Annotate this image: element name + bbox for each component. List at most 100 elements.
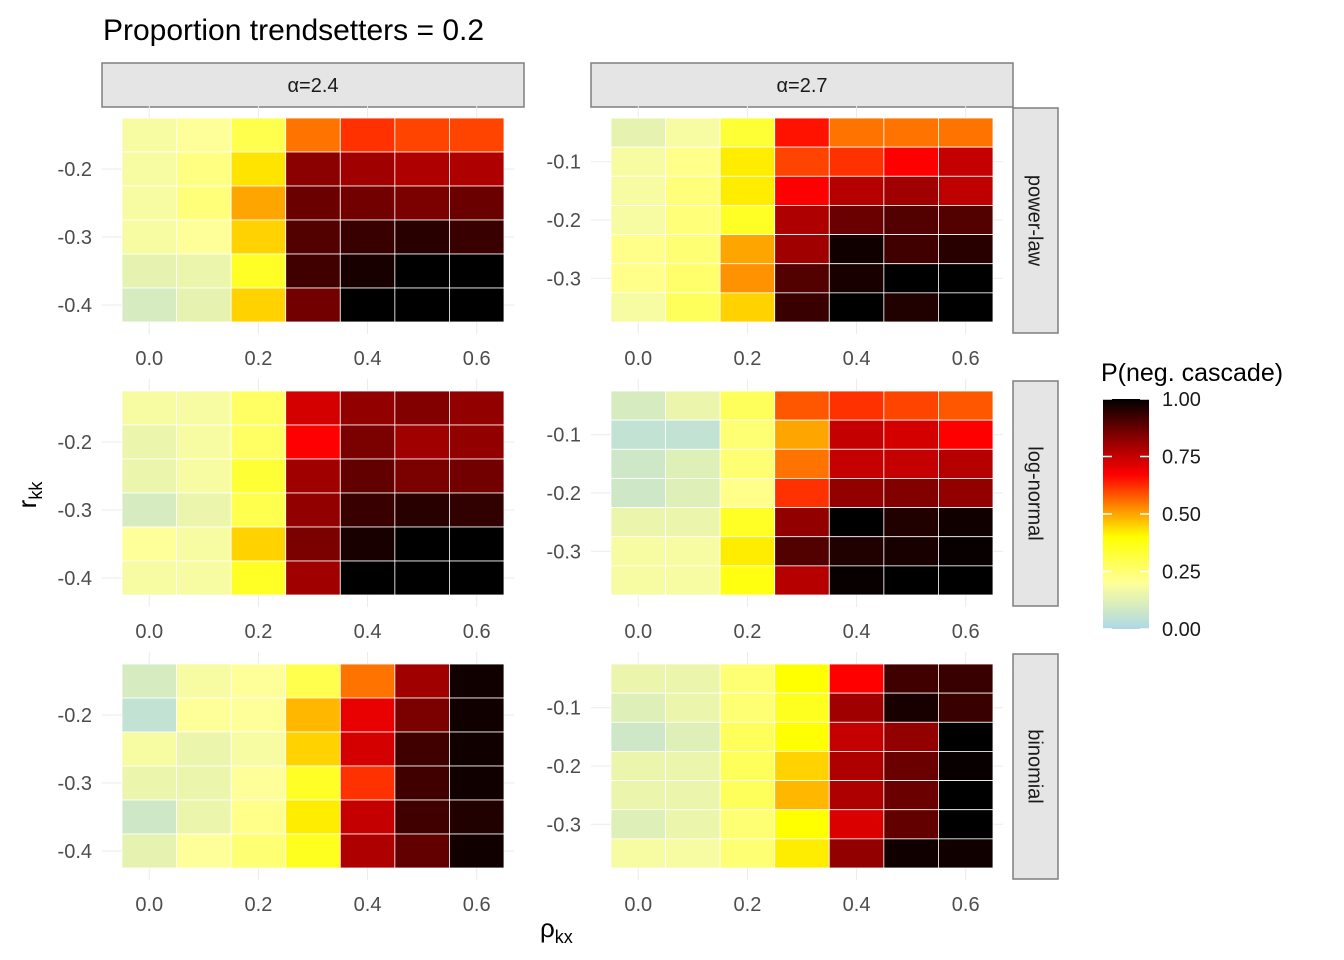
y-tick-label: -0.3 [58,500,92,522]
heatmap-cell [285,492,341,528]
heatmap-cell [610,838,666,869]
heatmap-cell [610,692,666,723]
heatmap-cell [339,765,396,801]
y-tick-label: -0.1 [547,152,581,174]
heatmap-cell [610,565,666,596]
x-tick-label: 0.0 [624,894,652,916]
heatmap-cell [883,390,939,421]
heatmap-cell [394,663,450,699]
heatmap-cell [121,151,177,187]
heatmap-cell [230,526,287,562]
heatmap-cell [719,721,776,752]
heatmap-cell [339,219,396,255]
y-tick-label: -0.1 [547,425,581,447]
heatmap-cell [883,536,939,567]
heatmap-cell [230,560,287,596]
row-strip-label: binomial [1024,729,1046,803]
heatmap-cell [828,292,885,323]
heatmap-cell [394,833,450,869]
heatmap-cell [610,390,666,421]
heatmap-cell [230,765,287,801]
heatmap-cell [449,390,505,426]
heatmap-cell [610,263,666,294]
row-strip-box [1012,380,1059,607]
heatmap-cell [176,799,232,835]
heatmap-cell [828,478,885,508]
heatmap-cell [176,219,232,255]
heatmap-cell [774,390,830,421]
x-tick-label: 0.0 [624,621,652,643]
x-tick-label: 0.0 [624,348,652,370]
heatmap-cell [665,565,721,596]
heatmap-cell [449,492,505,528]
heatmap-cell [339,663,396,699]
heatmap-cell [449,151,505,187]
column-strip-box [590,62,1014,108]
heatmap-cell [938,565,994,596]
heatmap-cell [176,185,232,221]
row-strip-box [1012,653,1059,880]
heatmap-cell [394,799,450,835]
heatmap-cell [719,565,776,596]
heatmap-cell [449,458,505,494]
y-tick-label: -0.3 [58,227,92,249]
heatmap-cell [938,721,994,752]
heatmap-cell [285,765,341,801]
heatmap-cell [938,448,994,479]
heatmap-cell [449,219,505,255]
heatmap-cell [828,780,885,811]
heatmap-cell [176,765,232,801]
heatmap-cell [339,458,396,494]
heatmap-cell [176,253,232,289]
panel-r0-c1: -0.1 -0.2 -0.3 0.0 0.2 0.4 0.6 [547,106,1003,370]
heatmap-cell [285,799,341,835]
heatmap-cell [938,390,994,421]
y-axis-title-main: r [12,499,42,508]
heatmap-cell [339,833,396,869]
heatmap-cell [828,205,885,235]
heatmap-cell [449,663,505,699]
heatmap-cell [394,492,450,528]
heatmap-cell [883,205,939,235]
heatmap-cell [394,117,450,153]
y-tick-label: -0.3 [547,814,581,836]
heatmap-cell [610,478,666,508]
heatmap-cell [828,721,885,752]
heatmap-cell [176,697,232,733]
heatmap-cell [665,117,721,148]
heatmap-cell [883,292,939,323]
heatmap-cell [449,697,505,733]
column-strip-label: α=2.7 [776,75,827,97]
heatmap-cell [394,526,450,562]
heatmap-cell [719,263,776,294]
heatmap-cell [665,721,721,752]
heatmap-cell [610,292,666,323]
legend-tick-label: 0.00 [1162,619,1201,641]
row-strip-2: binomial [1012,653,1059,880]
heatmap-cell [610,780,666,811]
heatmap-cell [938,780,994,811]
heatmap-cell [121,833,177,869]
heatmap-cell [449,731,505,767]
heatmap-cell [719,390,776,421]
heatmap-cell [230,458,287,494]
heatmap-cell [938,478,994,508]
heatmap-cell [285,731,341,767]
y-axis-title-sub: kk [26,481,46,500]
x-tick-label: 0.6 [952,894,980,916]
heatmap-cell [665,146,721,177]
x-tick-label: 0.0 [135,894,163,916]
heatmap-cell [828,419,885,450]
facet-panels: α=2.4 α=2.7 power-law log-normal binomial -0.… [58,62,1059,916]
heatmap-cell [828,117,885,148]
heatmap-cell [121,287,177,323]
heatmap-cell [883,175,939,206]
heatmap-cell [883,692,939,723]
heatmap-cell [938,692,994,723]
heatmap-cell [394,424,450,460]
heatmap-cell [176,833,232,869]
legend-ticks: 0.00 0.25 0.50 0.75 1.00 [1103,389,1201,641]
heatmap-cell [339,731,396,767]
heatmap-cell [339,560,396,596]
